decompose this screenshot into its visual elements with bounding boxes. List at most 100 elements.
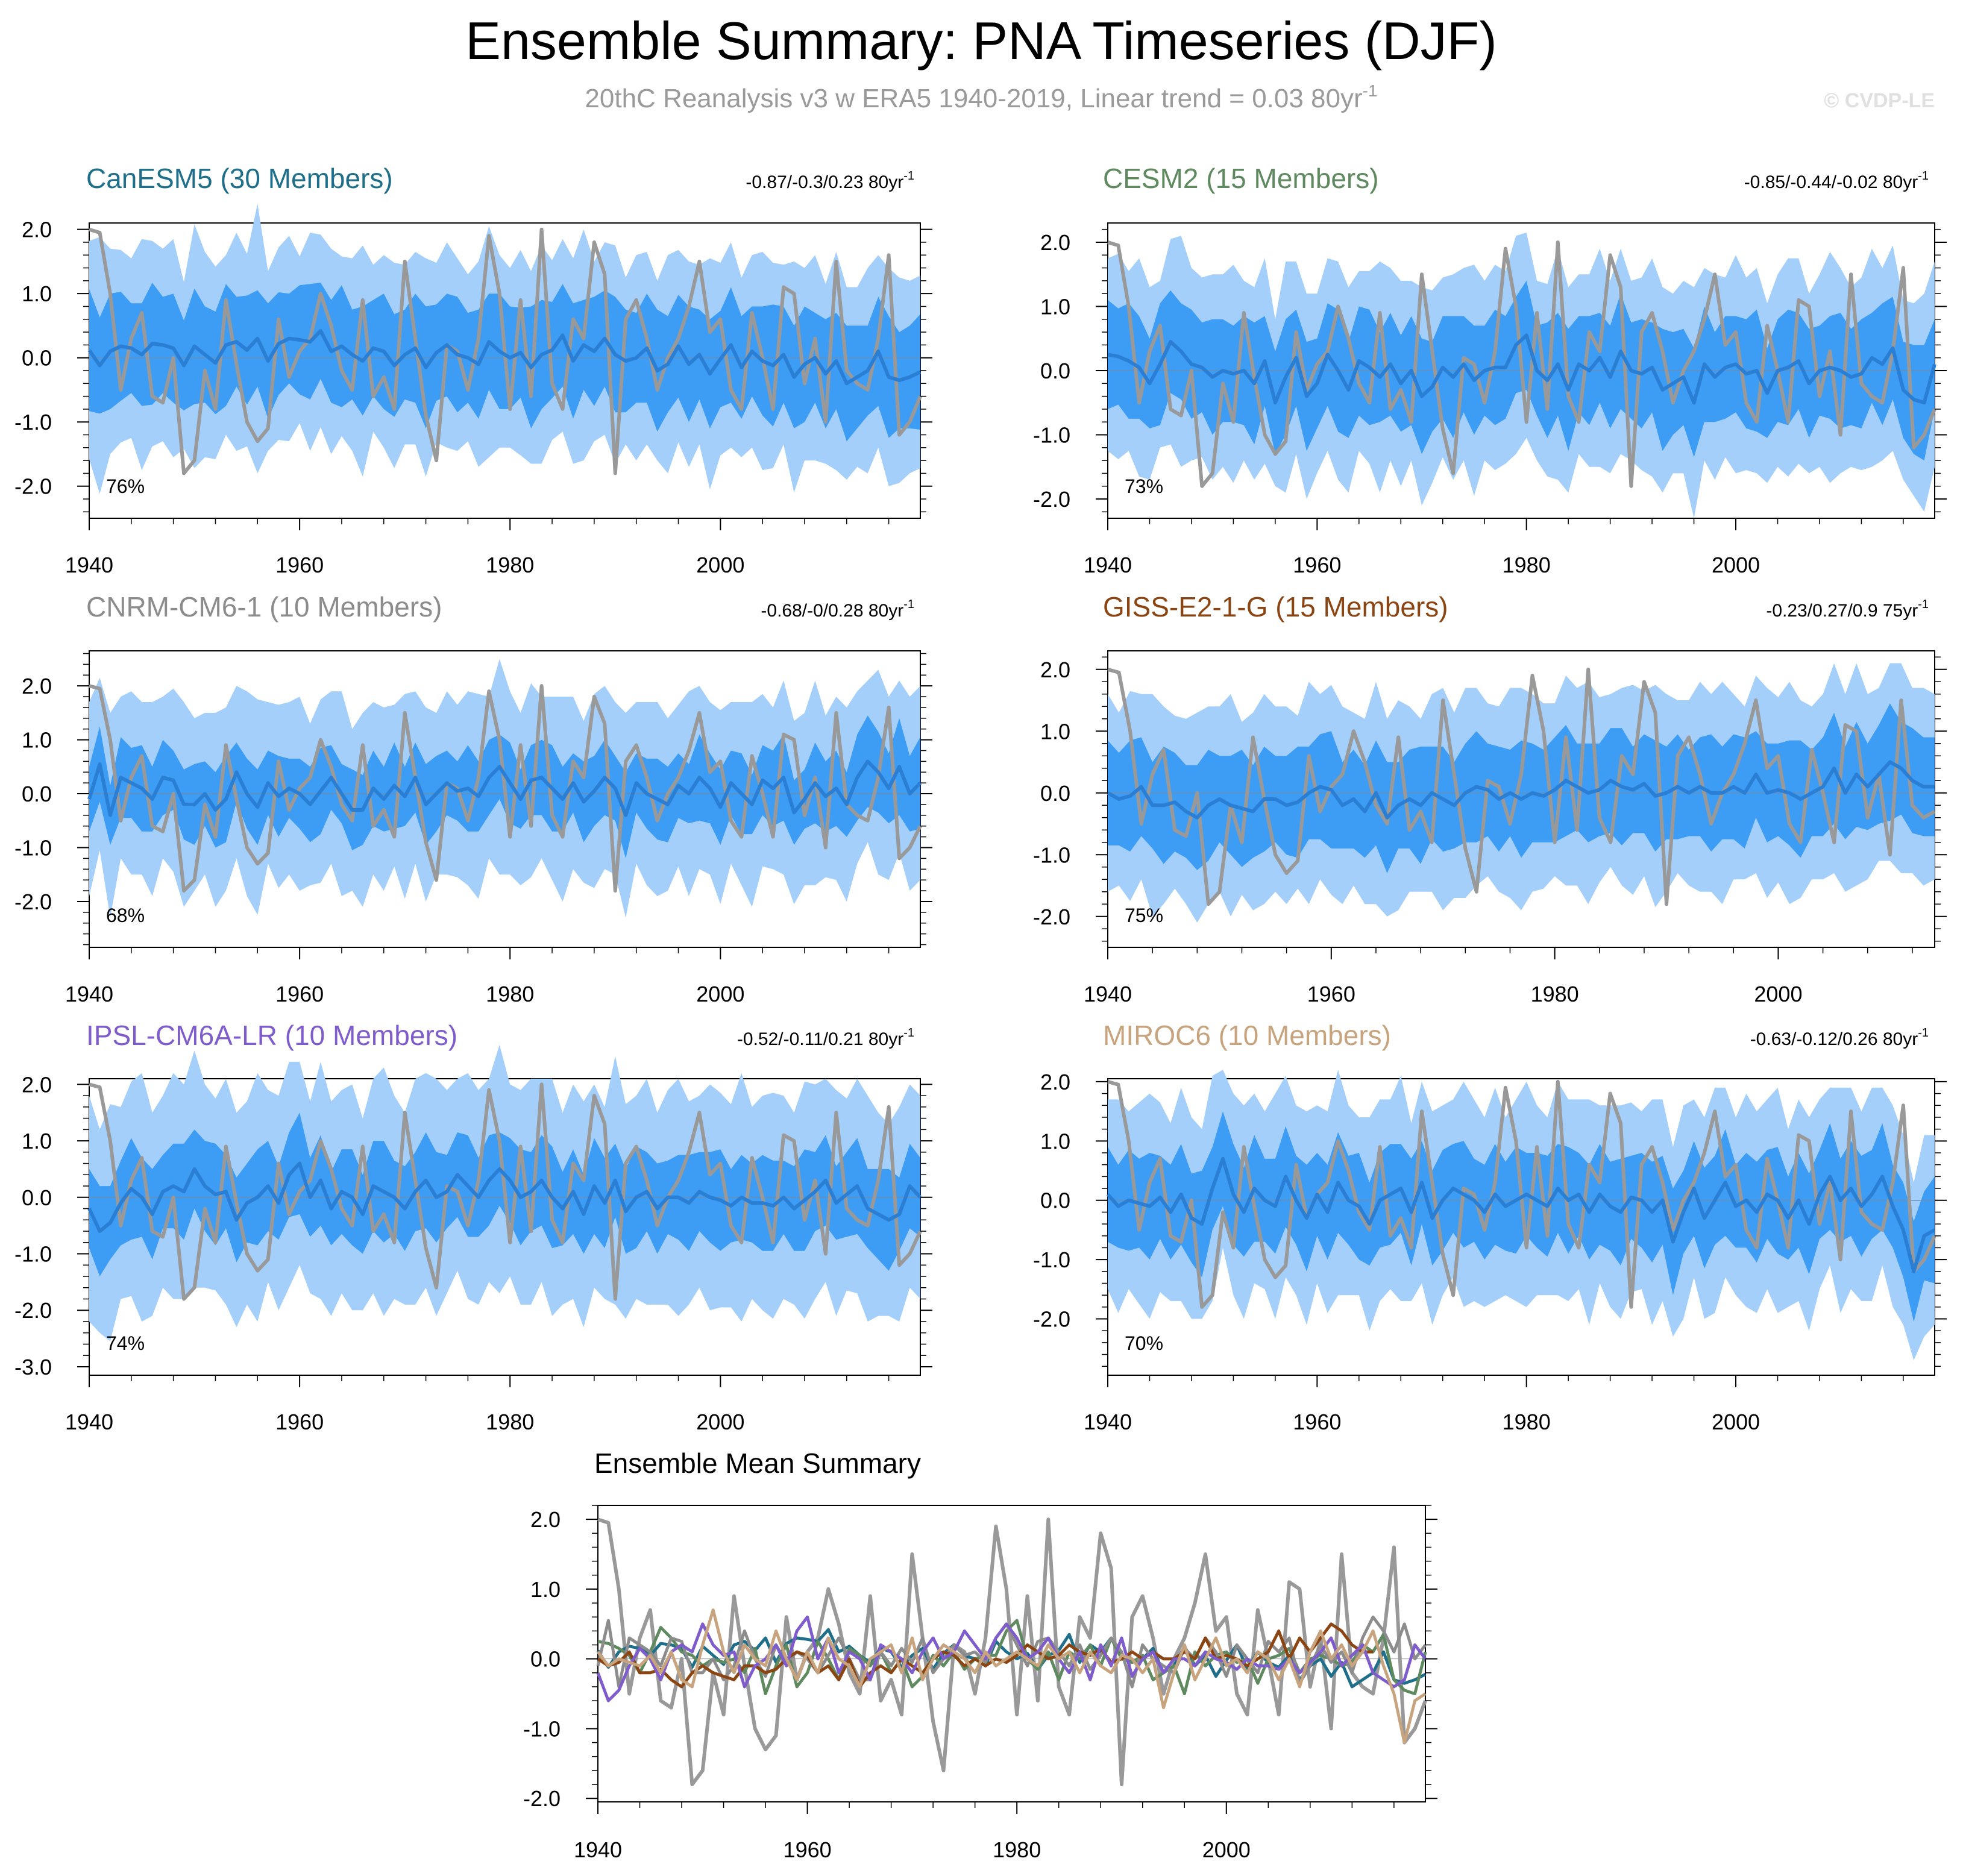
y-tick-label: 0.0 — [1040, 1188, 1070, 1213]
trend-text: -0.63/-0.12/0.26 80yr — [1750, 1029, 1918, 1049]
trend-label: -0.68/-0/0.28 80yr-1 — [761, 598, 914, 621]
panel-title: CanESM5 (30 Members) — [86, 163, 393, 194]
panel-title: MIROC6 (10 Members) — [1103, 1020, 1391, 1051]
x-tick-label: 2000 — [696, 553, 744, 577]
observed-series-line — [1107, 667, 1936, 906]
trend-label: -0.85/-0.44/-0.02 80yr-1 — [1744, 169, 1929, 192]
panel-cnrm: 2.0 1.0 0.0 -1.0 -2.0 1940 1960 1980 2000 CNRM-CM… — [14, 591, 932, 1006]
x-tick-label: 1960 — [1307, 982, 1355, 1006]
trend-text: -0.85/-0.44/-0.02 80yr — [1744, 172, 1918, 192]
trend-label: -0.87/-0.3/0.23 80yr-1 — [746, 169, 914, 192]
trend-label: -0.23/0.27/0.9 75yr-1 — [1766, 598, 1929, 621]
y-tick-label: 0.0 — [530, 1647, 561, 1672]
y-tick-label: 0.0 — [22, 346, 52, 371]
observed-series-line — [597, 1517, 1427, 1787]
y-tick-label: -1.0 — [14, 410, 52, 434]
inner-spread-band — [1108, 1111, 1935, 1322]
percent-label: 75% — [1125, 905, 1163, 926]
y-tick-label: 0.0 — [1040, 781, 1070, 806]
y-tick-label: 2.0 — [22, 218, 52, 242]
y-tick-label: -2.0 — [1033, 487, 1070, 512]
y-tick-label: -1.0 — [523, 1716, 561, 1741]
x-tick-label: 1960 — [275, 553, 324, 577]
x-tick-label: 1940 — [1084, 553, 1132, 577]
x-tick-label: 1980 — [1503, 1410, 1551, 1434]
x-tick-label: 1940 — [1084, 1410, 1132, 1434]
y-tick-label: 2.0 — [22, 674, 52, 698]
x-tick-label: 1980 — [1531, 982, 1579, 1006]
trend-superscript: -1 — [903, 598, 914, 611]
panel-ipsl: 2.0 1.0 0.0 -1.0 -2.0 -3.0 1940 1960 1980 2000 IPS… — [14, 1020, 932, 1434]
y-tick-label: -1.0 — [1033, 1247, 1070, 1272]
trend-label: -0.63/-0.12/0.26 80yr-1 — [1750, 1026, 1929, 1049]
panel-giss: 2.0 1.0 0.0 -1.0 -2.0 1940 1960 1980 2000 GISS-E2… — [1033, 591, 1947, 1006]
panel-title: Ensemble Mean Summary — [594, 1448, 921, 1479]
y-tick-label: 2.0 — [1040, 230, 1070, 255]
percent-label: 74% — [106, 1332, 145, 1354]
y-tick-label: -1.0 — [14, 1242, 52, 1267]
y-tick-label: 2.0 — [1040, 657, 1070, 682]
x-tick-label: 1980 — [486, 553, 534, 577]
y-tick-label: 2.0 — [530, 1507, 561, 1532]
x-tick-label: 1940 — [65, 1410, 113, 1434]
x-tick-label: 2000 — [1754, 982, 1802, 1006]
x-tick-label: 1980 — [1503, 553, 1551, 577]
panel-title: IPSL-CM6A-LR (10 Members) — [86, 1020, 457, 1051]
ensemble-mean-line — [87, 1161, 922, 1233]
y-tick-label: 1.0 — [1040, 294, 1070, 319]
trend-text: -0.87/-0.3/0.23 80yr — [746, 172, 903, 192]
mean-line-miroc6 — [597, 1608, 1427, 1745]
percent-label: 68% — [106, 905, 145, 926]
trend-label: -0.52/-0.11/0.21 80yr-1 — [737, 1026, 914, 1049]
x-tick-label: 1940 — [65, 982, 113, 1006]
x-tick-label: 1980 — [486, 982, 534, 1006]
y-tick-label: -1.0 — [1033, 423, 1070, 448]
x-tick-label: 2000 — [1712, 553, 1760, 577]
x-tick-label: 2000 — [696, 982, 744, 1006]
panel-miroc6: 2.0 1.0 0.0 -1.0 -2.0 1940 1960 1980 2000 MIROC6 … — [1033, 1020, 1947, 1434]
panel-title: CESM2 (15 Members) — [1103, 163, 1379, 194]
x-tick-label: 1940 — [65, 553, 113, 577]
y-tick-label: -2.0 — [14, 1298, 52, 1323]
y-tick-label: 1.0 — [22, 728, 52, 753]
panel-canesm5: 2.0 1.0 0.0 -1.0 -2.0 1940 1960 1980 2000 CanESM5… — [14, 163, 932, 577]
x-tick-label: 1960 — [1293, 553, 1341, 577]
ensemble-mean-line — [87, 329, 922, 386]
y-tick-label: 0.0 — [22, 782, 52, 806]
x-tick-label: 2000 — [696, 1410, 744, 1434]
trend-text: -0.52/-0.11/0.21 80yr — [737, 1029, 903, 1049]
y-tick-label: 1.0 — [22, 281, 52, 306]
y-tick-label: -2.0 — [1033, 905, 1070, 929]
ensemble-mean-line — [1107, 760, 1935, 820]
x-tick-label: 1940 — [574, 1837, 622, 1862]
y-tick-label: -2.0 — [1033, 1307, 1070, 1332]
y-tick-label: 2.0 — [22, 1072, 52, 1097]
ensemble-mean-line — [87, 759, 922, 817]
y-tick-label: -2.0 — [523, 1786, 561, 1811]
panel-cesm2: 2.0 1.0 0.0 -1.0 -2.0 1940 1960 1980 2000 CESM2 (… — [1033, 163, 1947, 577]
observed-series-line — [89, 227, 922, 475]
y-tick-label: -1.0 — [14, 836, 52, 861]
x-tick-label: 1940 — [1084, 982, 1132, 1006]
y-tick-label: 1.0 — [1040, 719, 1070, 744]
y-tick-label: -1.0 — [1033, 842, 1070, 867]
watermark: © CVDP-LE — [1824, 89, 1935, 112]
trend-superscript: -1 — [1918, 1026, 1929, 1040]
ensemble-mean-line — [1106, 1156, 1936, 1273]
y-tick-label: 1.0 — [22, 1129, 52, 1153]
observed-series-line — [1107, 240, 1936, 488]
x-tick-label: 1980 — [993, 1837, 1041, 1862]
x-tick-label: 1960 — [275, 1410, 324, 1434]
trend-superscript: -1 — [1918, 169, 1929, 183]
y-tick-label: 2.0 — [1040, 1070, 1070, 1094]
inner-spread-band — [1108, 703, 1935, 873]
x-tick-label: 1960 — [1293, 1410, 1341, 1434]
figure-title: Ensemble Summary: PNA Timeseries (DJF) — [465, 11, 1497, 71]
x-tick-label: 1960 — [275, 982, 324, 1006]
y-tick-label: -2.0 — [14, 889, 52, 914]
y-tick-label: 1.0 — [1040, 1129, 1070, 1153]
percent-label: 70% — [1125, 1332, 1163, 1354]
trend-text: -0.68/-0/0.28 80yr — [761, 601, 903, 621]
observed-series-line — [89, 1082, 922, 1301]
